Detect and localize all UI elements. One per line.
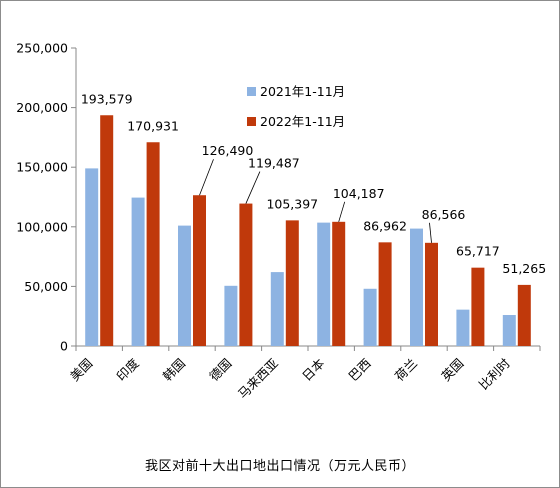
y-tick-label: 0	[60, 339, 68, 354]
x-tick-label: 德国	[206, 356, 234, 384]
x-tick-label: 荷兰	[392, 356, 420, 384]
data-label: 193,579	[81, 91, 133, 106]
data-label: 105,397	[266, 196, 318, 211]
bar-2022	[239, 203, 253, 346]
bar-2022	[471, 267, 485, 346]
bar-2021	[363, 288, 377, 346]
y-tick-label: 150,000	[16, 160, 68, 175]
bar-2022	[146, 142, 160, 346]
legend-label: 2021年1-11月	[260, 84, 345, 99]
data-label: 65,717	[456, 244, 500, 259]
bar-2022	[332, 221, 346, 346]
bar-2022	[285, 220, 299, 346]
data-label-leader	[429, 222, 432, 243]
x-tick-label: 美国	[67, 356, 95, 384]
bar-2021	[317, 222, 331, 346]
bar-2022	[425, 242, 438, 346]
bar-2021	[456, 309, 470, 346]
x-tick-label: 日本	[299, 355, 328, 384]
data-label-leader	[245, 171, 261, 204]
y-tick-label: 50,000	[24, 279, 68, 294]
data-label: 51,265	[502, 261, 546, 276]
bar-2021	[178, 225, 191, 346]
bar-2022	[517, 284, 531, 346]
data-label: 119,487	[248, 156, 300, 171]
x-tick-label: 马来西亚	[235, 356, 281, 402]
y-tick-label: 200,000	[16, 100, 68, 115]
bar-2021	[224, 285, 238, 346]
data-label: 170,931	[127, 118, 179, 133]
data-label-leader	[338, 201, 346, 222]
bar-2022	[193, 195, 206, 346]
x-tick-label: 韩国	[160, 356, 188, 384]
data-label-leader	[199, 159, 214, 196]
x-tick-label: 巴西	[345, 356, 373, 384]
legend-swatch	[247, 87, 256, 96]
bar-2021	[410, 228, 423, 346]
chart-title: 我区对前十大出口地出口情况（万元人民币）	[144, 459, 415, 474]
x-tick-label: 比利时	[476, 355, 513, 392]
y-tick-label: 250,000	[16, 41, 68, 56]
bar-2021	[270, 272, 284, 346]
data-label: 126,490	[202, 143, 254, 158]
bar-2021	[131, 197, 145, 346]
legend-swatch	[247, 117, 256, 126]
data-label: 86,566	[422, 207, 466, 222]
x-tick-label: 英国	[438, 356, 466, 384]
data-label: 104,187	[333, 186, 385, 201]
y-tick-label: 100,000	[16, 219, 68, 234]
bar-2021	[502, 315, 516, 346]
data-label: 86,962	[363, 218, 407, 233]
bar-2022	[100, 115, 114, 346]
bar-2022	[378, 242, 392, 346]
bar-2021	[85, 168, 99, 346]
x-tick-label: 印度	[113, 355, 142, 384]
legend-label: 2022年1-11月	[260, 114, 345, 129]
